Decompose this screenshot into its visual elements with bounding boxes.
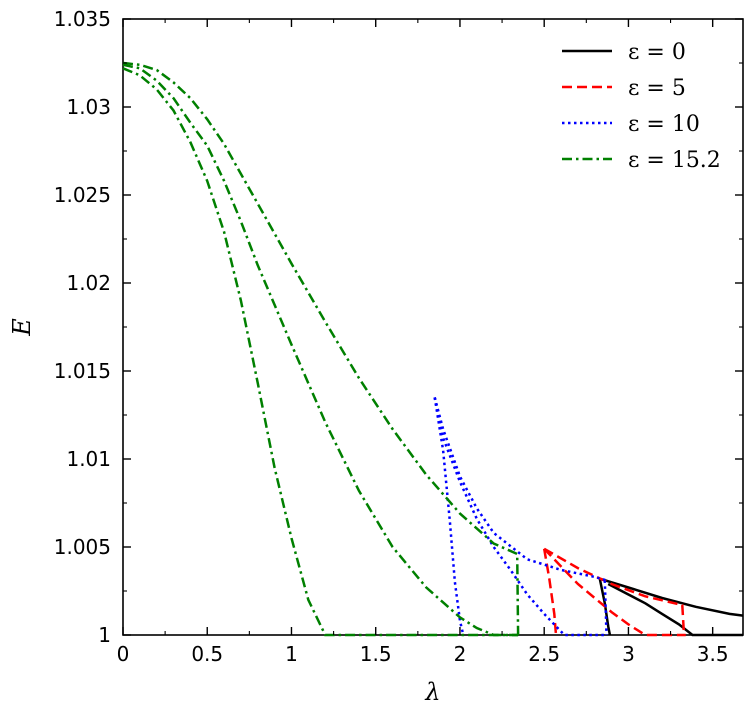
series-2-line-0 xyxy=(433,397,607,582)
series-3-line-2 xyxy=(122,67,519,637)
series-0-line-0 xyxy=(599,577,744,617)
series-3-line-0 xyxy=(122,61,520,636)
x-tick-label: 0 xyxy=(117,642,130,666)
y-axis-label: E xyxy=(8,318,36,337)
series-layer xyxy=(122,61,744,637)
series-0-line-1 xyxy=(607,582,743,637)
y-tick-label: 1 xyxy=(98,623,111,647)
x-tick-label: 1.5 xyxy=(360,642,392,666)
x-tick-label: 3.5 xyxy=(697,642,729,666)
legend-entry-0: ε = 0 xyxy=(628,40,686,65)
x-tick-label: 3 xyxy=(622,642,635,666)
legend: ε = 0 ε = 5 ε = 10 ε = 15.2 xyxy=(562,40,721,173)
series-1-line-1 xyxy=(543,547,686,637)
y-tick-label: 1.015 xyxy=(54,359,111,383)
series-0-line-2 xyxy=(598,578,612,636)
series-1-line-2 xyxy=(542,548,558,636)
legend-entry-1: ε = 5 xyxy=(628,76,686,101)
x-tick-label: 1 xyxy=(285,642,298,666)
ticks-layer: 0 0.5 1 1.5 2 2.5 3 3.5 1 1.005 1.01 1.015 1.02 1.025… xyxy=(54,7,743,666)
x-tick-label: 2 xyxy=(454,642,467,666)
y-tick-label: 1.03 xyxy=(66,95,111,119)
series-3-line-1 xyxy=(122,63,519,637)
y-tick-label: 1.01 xyxy=(66,447,111,471)
legend-entry-3: ε = 15.2 xyxy=(628,148,721,173)
y-tick-label: 1.035 xyxy=(54,7,111,31)
x-tick-label: 0.5 xyxy=(191,642,223,666)
legend-entry-2: ε = 10 xyxy=(628,112,700,137)
x-axis-label: λ xyxy=(424,678,440,706)
series-1-line-0 xyxy=(543,547,686,636)
series-2-line-1 xyxy=(433,397,607,637)
x-tick-label: 2.5 xyxy=(528,642,560,666)
y-tick-label: 1.02 xyxy=(66,271,111,295)
y-tick-label: 1.005 xyxy=(54,535,111,559)
y-tick-label: 1.025 xyxy=(54,183,111,207)
